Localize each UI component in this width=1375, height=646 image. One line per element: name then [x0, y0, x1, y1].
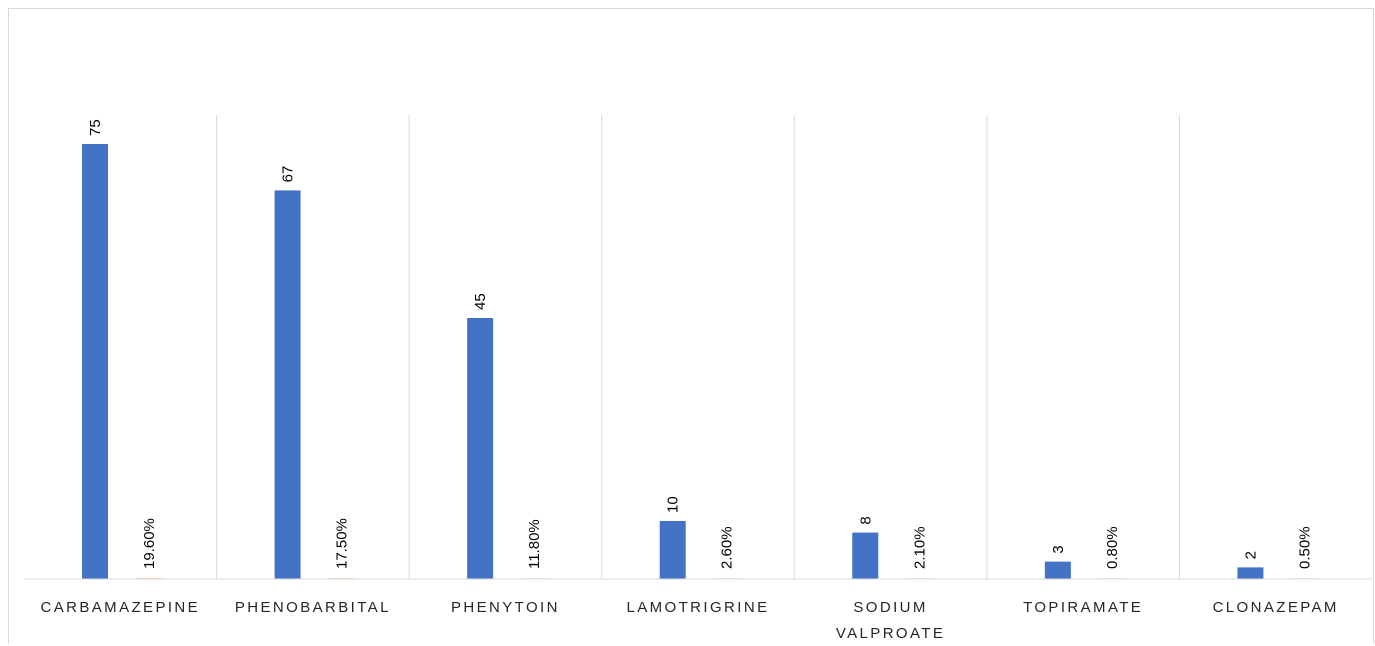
- category-labels: CARBAMAZEPINE PHENOBARBITAL PHENYTOIN LAMOT…: [41, 599, 1339, 642]
- category-label-4: SODIUM VALPROATE: [836, 599, 945, 642]
- value-label-percent-5: 0.80%: [1104, 526, 1121, 569]
- bar-count-5: [1044, 561, 1071, 579]
- category-label-6: CLONAZEPAM: [1213, 599, 1339, 616]
- value-label-count-1: 67: [280, 166, 297, 183]
- value-label-percent-1: 17.50%: [334, 518, 351, 569]
- bar-count-4: [852, 532, 879, 579]
- bar-count-6: [1237, 567, 1264, 579]
- grid-lines: [216, 115, 1180, 579]
- bar-percent-1: [328, 577, 355, 579]
- value-label-count-0: 75: [87, 119, 104, 136]
- bar-count-0: [82, 144, 108, 579]
- category-label-2: PHENYTOIN: [451, 599, 560, 616]
- value-label-count-4: 8: [857, 516, 874, 524]
- value-label-percent-0: 19.60%: [141, 518, 158, 569]
- value-label-percent-2: 11.80%: [526, 519, 543, 569]
- category-label-1: PHENOBARBITAL: [235, 599, 391, 616]
- category-label-0: CARBAMAZEPINE: [41, 599, 201, 616]
- value-label-count-6: 2: [1242, 551, 1259, 559]
- bar-count-1: [274, 190, 301, 579]
- bar-count-2: [467, 318, 494, 579]
- value-label-count-5: 3: [1050, 545, 1067, 553]
- value-label-percent-3: 2.60%: [719, 526, 736, 569]
- category-label-5: TOPIRAMATE: [1023, 599, 1143, 616]
- category-label-3: LAMOTRIGRINE: [627, 599, 770, 616]
- bars: [82, 144, 1318, 579]
- value-label-count-2: 45: [472, 293, 489, 310]
- bar-percent-0: [136, 577, 162, 579]
- value-label-percent-6: 0.50%: [1296, 526, 1313, 569]
- value-label-count-3: 10: [665, 496, 682, 513]
- value-label-percent-4: 2.10%: [911, 526, 928, 569]
- chart-frame: [8, 8, 1374, 644]
- data-labels: 75 19.60% 67 17.50% 45 11.80% 10 2.60% 8 2.10% 3 0.…: [87, 119, 1313, 569]
- bar-count-3: [659, 521, 686, 579]
